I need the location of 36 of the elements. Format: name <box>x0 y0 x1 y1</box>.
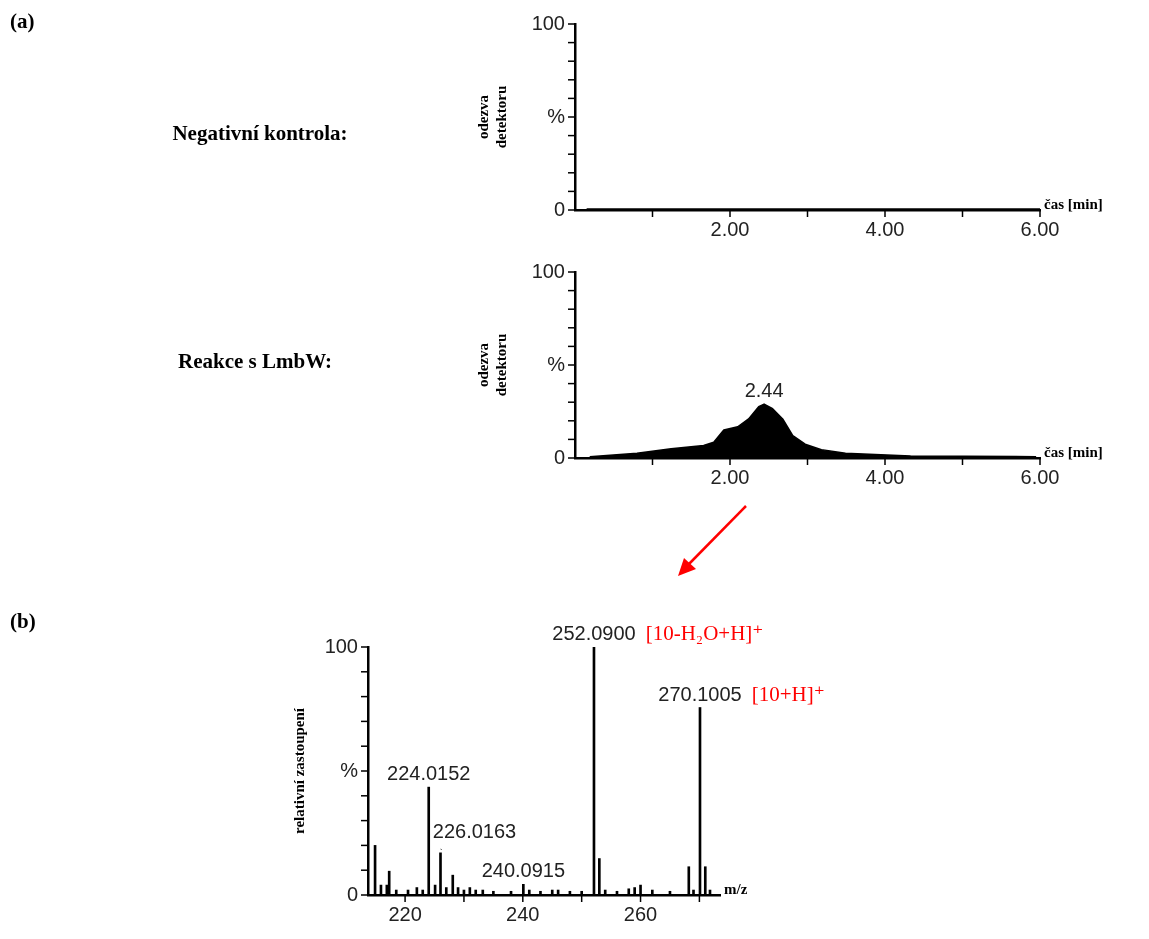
y-axis-title: odezva detektoru <box>474 85 509 149</box>
x-tick-label: 260 <box>623 902 658 925</box>
y-tick-label: 100 <box>531 11 565 34</box>
annotation: 226.0163 <box>432 819 517 842</box>
annotation: [10-H₂O+H]⁺ <box>645 621 764 645</box>
text: (b) <box>10 608 36 633</box>
y-tick-label: % <box>547 352 566 375</box>
x-axis-title: m/z <box>724 881 748 897</box>
text: (a) <box>10 8 35 33</box>
annotation: [10+H]⁺ <box>751 681 825 706</box>
y-tick-label: 100 <box>531 259 565 282</box>
annotation: 224.0152 <box>387 762 471 785</box>
y-tick-label: 0 <box>346 882 358 905</box>
x-tick-label: 2.00 <box>710 465 750 488</box>
x-axis-title: čas [min] <box>1044 196 1103 212</box>
x-tick-label: 220 <box>388 902 422 925</box>
y-tick-label: 0 <box>553 197 565 220</box>
x-tick-label: 6.00 <box>1020 217 1060 240</box>
y-tick-label: 100 <box>324 634 358 657</box>
x-tick-label: 2.00 <box>710 217 750 240</box>
y-tick-label: % <box>547 104 566 127</box>
y-tick-label: % <box>340 758 359 781</box>
annotation: 270.1005 <box>658 682 742 705</box>
x-tick-label: 240 <box>506 902 540 925</box>
x-axis-title: čas [min] <box>1044 444 1103 460</box>
annotation: 252.0900 <box>552 622 636 644</box>
x-tick-label: 6.00 <box>1020 465 1060 488</box>
annotation: 240.0915 <box>481 859 566 882</box>
x-tick-label: 4.00 <box>865 465 905 488</box>
y-axis-title: odezva detektoru <box>474 333 509 397</box>
x-tick-label: 4.00 <box>865 217 905 240</box>
y-tick-label: 0 <box>553 445 565 468</box>
y-axis-title: relativní zastoupení <box>290 707 307 834</box>
text: Negativní kontrola: <box>172 120 348 145</box>
text: Reakce s LmbW: <box>178 348 332 373</box>
annotation: 2.44 <box>744 379 784 402</box>
